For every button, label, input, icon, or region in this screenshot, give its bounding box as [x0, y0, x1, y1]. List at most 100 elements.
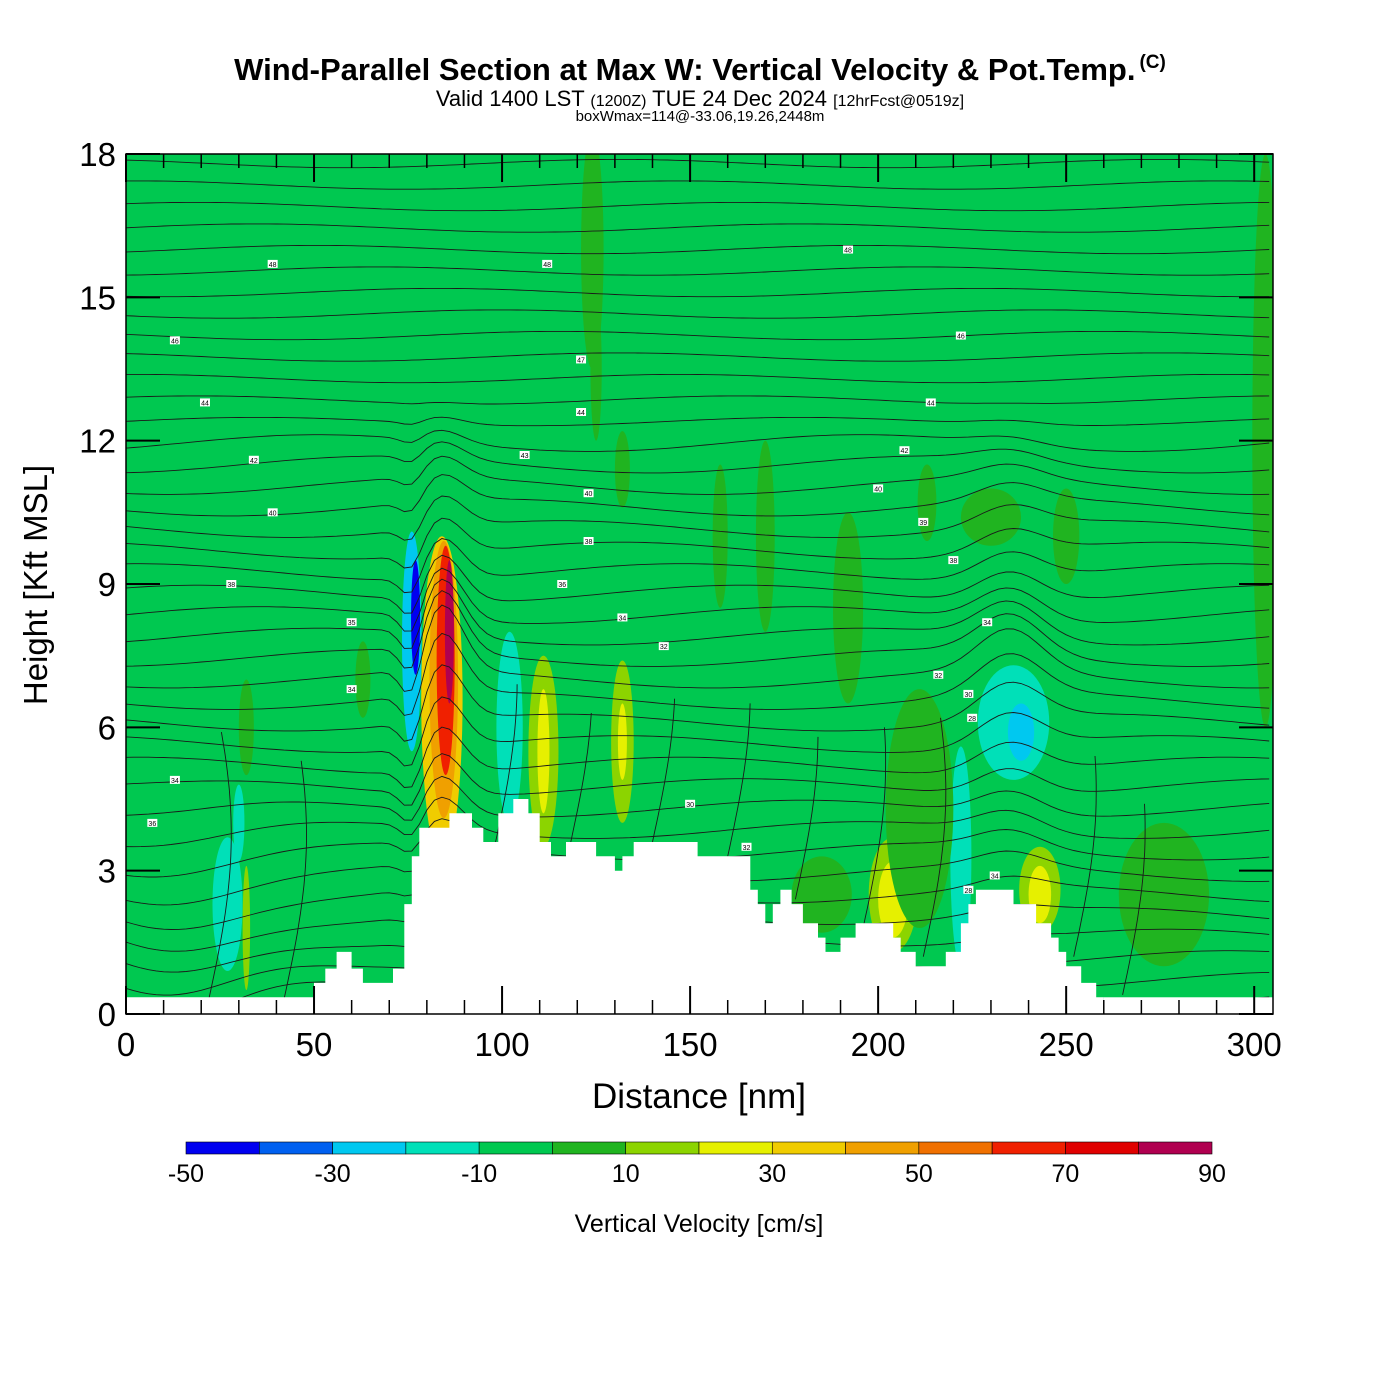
contour-label: 35: [346, 618, 357, 627]
isentrope-line: [126, 266, 1270, 276]
contour-label-text: 32: [660, 644, 668, 651]
isentrope-line: [126, 495, 1270, 541]
x-tick-label: 150: [663, 1026, 718, 1063]
colorbar-swatch: [1065, 1141, 1140, 1155]
contour-label-bg: [873, 484, 884, 493]
velocity-cell: [1053, 488, 1080, 584]
x-tick-label: 250: [1039, 1026, 1094, 1063]
contour-label-text: 30: [686, 802, 694, 809]
velocity-cell: [537, 689, 550, 814]
chart-subtitle: Valid 1400 LST (1200Z) TUE 24 Dec 2024 […: [0, 86, 1400, 112]
isentrope-line: [283, 760, 307, 1000]
colorbar-label: Vertical Velocity [cm/s]: [575, 1210, 824, 1238]
contour-label: 34: [982, 618, 993, 627]
isentrope-line: [126, 775, 1270, 821]
contour-label-text: 48: [543, 262, 551, 269]
colorbar-swatch: [1138, 1141, 1213, 1155]
isentrope-line: [126, 538, 1270, 594]
contour-label-text: 38: [949, 558, 957, 565]
velocity-cell: [1118, 822, 1210, 967]
contour-label: 48: [843, 245, 854, 255]
isentrope-line: [126, 429, 1270, 452]
contour-label-bg: [169, 336, 180, 345]
contour-label-bg: [519, 451, 530, 459]
velocity-cell: [212, 837, 243, 971]
contour-label-bg: [226, 580, 237, 588]
isentrope-line: [126, 416, 1270, 427]
isentrope-line: [126, 474, 1270, 517]
y-tick-label: 15: [79, 279, 116, 316]
subtitle-utc: (1200Z): [590, 93, 647, 110]
contour-label-text: 40: [874, 486, 882, 493]
contour-label-text: 28: [964, 888, 972, 895]
contour-label-bg: [147, 818, 158, 827]
velocity-cell: [238, 679, 254, 776]
contour-label-bg: [982, 618, 993, 627]
isentrope-line: [126, 604, 1270, 692]
isentrope-line: [126, 632, 1270, 716]
colorbar-tick-label: 30: [758, 1160, 786, 1188]
velocity-cell: [917, 464, 937, 541]
colorbar-swatch: [258, 1141, 333, 1155]
contour-label-bg: [267, 508, 278, 517]
subtitle-forecast: [12hrFcst@0519z]: [833, 93, 965, 110]
colorbar-swatch: [405, 1141, 480, 1155]
contour-label-text: 44: [927, 400, 935, 407]
velocity-cell: [242, 865, 251, 991]
contour-label: 43: [519, 451, 530, 460]
contour-label: 30: [685, 799, 696, 809]
colorbar-swatch: [845, 1141, 920, 1155]
contour-label-text: 40: [585, 491, 593, 498]
isentrope-line: [126, 330, 1270, 341]
velocity-cell: [614, 431, 630, 508]
colorbar-tick-label: -50: [168, 1160, 204, 1188]
contour-label-bg: [925, 398, 936, 407]
y-axis-label: Height [Kft MSL]: [17, 465, 54, 705]
isentrope-line: [126, 753, 1270, 806]
isentrope-line: [922, 717, 947, 957]
y-tick-label: 0: [98, 996, 116, 1033]
isentrope-line: [126, 287, 1270, 298]
x-tick-label: 200: [851, 1026, 906, 1063]
contour-label-bg: [989, 871, 1000, 880]
isentrope-line: [126, 517, 1270, 569]
contour-label-bg: [948, 556, 959, 565]
isentrope-line: [727, 703, 751, 857]
chart-subtitle-2: boxWmax=114@-33.06,19.26,2448m: [575, 108, 825, 125]
isentrope-line: [126, 796, 1270, 848]
contour-label-text: 40: [269, 510, 277, 517]
isentrope-line: [126, 309, 1270, 319]
x-tick-label: 100: [475, 1026, 530, 1063]
velocity-cell: [590, 297, 602, 441]
contour-label: 47: [576, 355, 587, 364]
colorbar-swatch: [185, 1141, 260, 1155]
contour-label-text: 30: [964, 692, 972, 699]
velocity-cell: [791, 856, 852, 933]
isentrope-line: [126, 441, 1270, 474]
contour-label: 44: [925, 398, 936, 407]
isentrope-line: [1122, 803, 1146, 995]
contour-label-bg: [583, 489, 594, 498]
contour-label: 42: [899, 446, 910, 455]
isentrope-line: [126, 395, 1270, 405]
contour-label-text: 28: [968, 716, 976, 723]
contour-label-text: 38: [585, 539, 593, 546]
contour-label-bg: [617, 613, 628, 622]
contour-label: 38: [948, 556, 959, 565]
contour-label-text: 48: [844, 248, 852, 255]
contour-label: 30: [963, 689, 974, 699]
contour-label: 46: [955, 331, 966, 341]
contour-label-text: 44: [577, 410, 585, 417]
velocity-cell: [960, 488, 1022, 546]
contour-label-text: 42: [250, 458, 258, 465]
colorbar-tick-label: 90: [1198, 1160, 1226, 1188]
velocity-cell: [712, 464, 728, 608]
colorbar-tick-label: 70: [1052, 1160, 1080, 1188]
contour-label: 34: [989, 871, 1000, 880]
contour-label: 38: [583, 537, 594, 546]
contour-label-bg: [346, 618, 357, 627]
contour-labels: 48 48 48 46 47 46 44 44 44 42 43 42 40 40 40 39 38 38 36 38…: [147, 245, 1000, 895]
isentrope-line: [126, 590, 1270, 669]
isentrope-line: [126, 726, 1270, 788]
y-tick-label: 12: [79, 423, 116, 460]
